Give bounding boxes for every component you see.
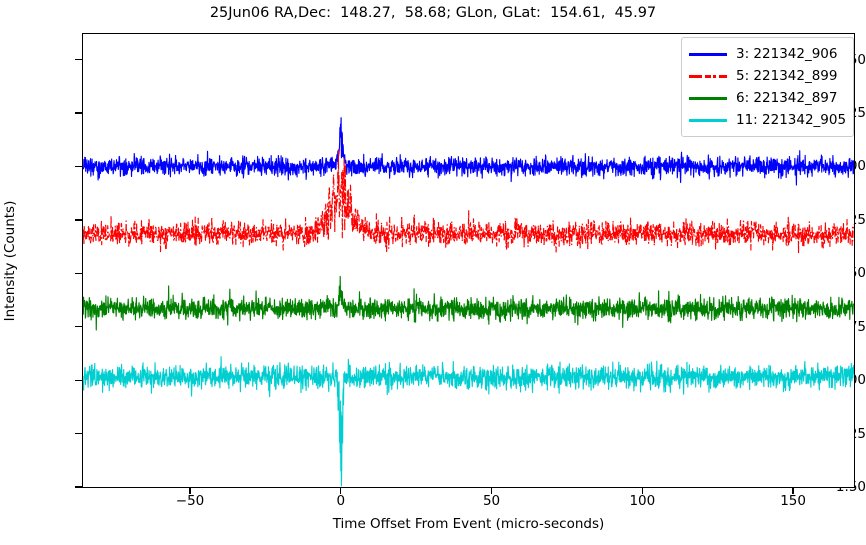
legend-color-swatch bbox=[689, 69, 727, 83]
legend-item-label: 5: 221342_899 bbox=[736, 68, 838, 84]
x-axis-tick-mark bbox=[189, 487, 191, 494]
y-axis-tick-mark bbox=[75, 165, 82, 168]
x-axis-tick-label: 100 bbox=[629, 493, 656, 509]
legend-item: 3: 221342_906 bbox=[689, 43, 846, 65]
y-axis-tick-mark bbox=[75, 326, 82, 328]
x-axis-label: Time Offset From Event (micro-seconds) bbox=[332, 516, 605, 532]
y-axis-tick-mark bbox=[75, 486, 82, 488]
x-axis-tick-label: 150 bbox=[780, 493, 806, 509]
legend-color-swatch bbox=[689, 91, 727, 105]
y-axis-tick-mark bbox=[75, 432, 82, 435]
legend-item: 11: 221342_905 bbox=[689, 109, 846, 131]
y-axis-tick-mark bbox=[75, 219, 82, 221]
legend-item-label: 11: 221342_905 bbox=[736, 112, 847, 128]
x-axis-tick-mark bbox=[641, 487, 643, 494]
y-axis-tick-mark bbox=[75, 58, 82, 61]
x-axis-tick-label: 0 bbox=[336, 493, 346, 509]
y-axis-tick-mark bbox=[75, 112, 82, 114]
x-axis-tick-mark bbox=[792, 487, 794, 494]
x-axis-tick-mark bbox=[340, 487, 342, 494]
y-axis-tick-mark bbox=[75, 379, 82, 381]
legend-item: 6: 221342_897 bbox=[689, 87, 846, 109]
y-axis-label: Intensity (Counts) bbox=[2, 200, 18, 321]
legend: 3: 221342_906 5: 221342_899 6: 221342_897 1… bbox=[681, 37, 855, 137]
legend-item-label: 3: 221342_906 bbox=[736, 46, 838, 62]
y-axis-label-container: Intensity (Counts) bbox=[0, 33, 20, 488]
legend-color-swatch bbox=[689, 113, 727, 127]
x-axis-tick-mark bbox=[490, 487, 493, 494]
x-axis-tick-label: −50 bbox=[175, 493, 205, 509]
legend-item-label: 6: 221342_897 bbox=[736, 90, 838, 106]
y-axis-tick-mark bbox=[75, 272, 82, 274]
page-title: 25Jun06 RA,Dec: 148.27, 58.68; GLon, GLa… bbox=[209, 5, 657, 21]
legend-item: 5: 221342_899 bbox=[689, 65, 846, 87]
x-axis-tick-label: 50 bbox=[482, 493, 501, 509]
legend-color-swatch bbox=[689, 47, 727, 61]
